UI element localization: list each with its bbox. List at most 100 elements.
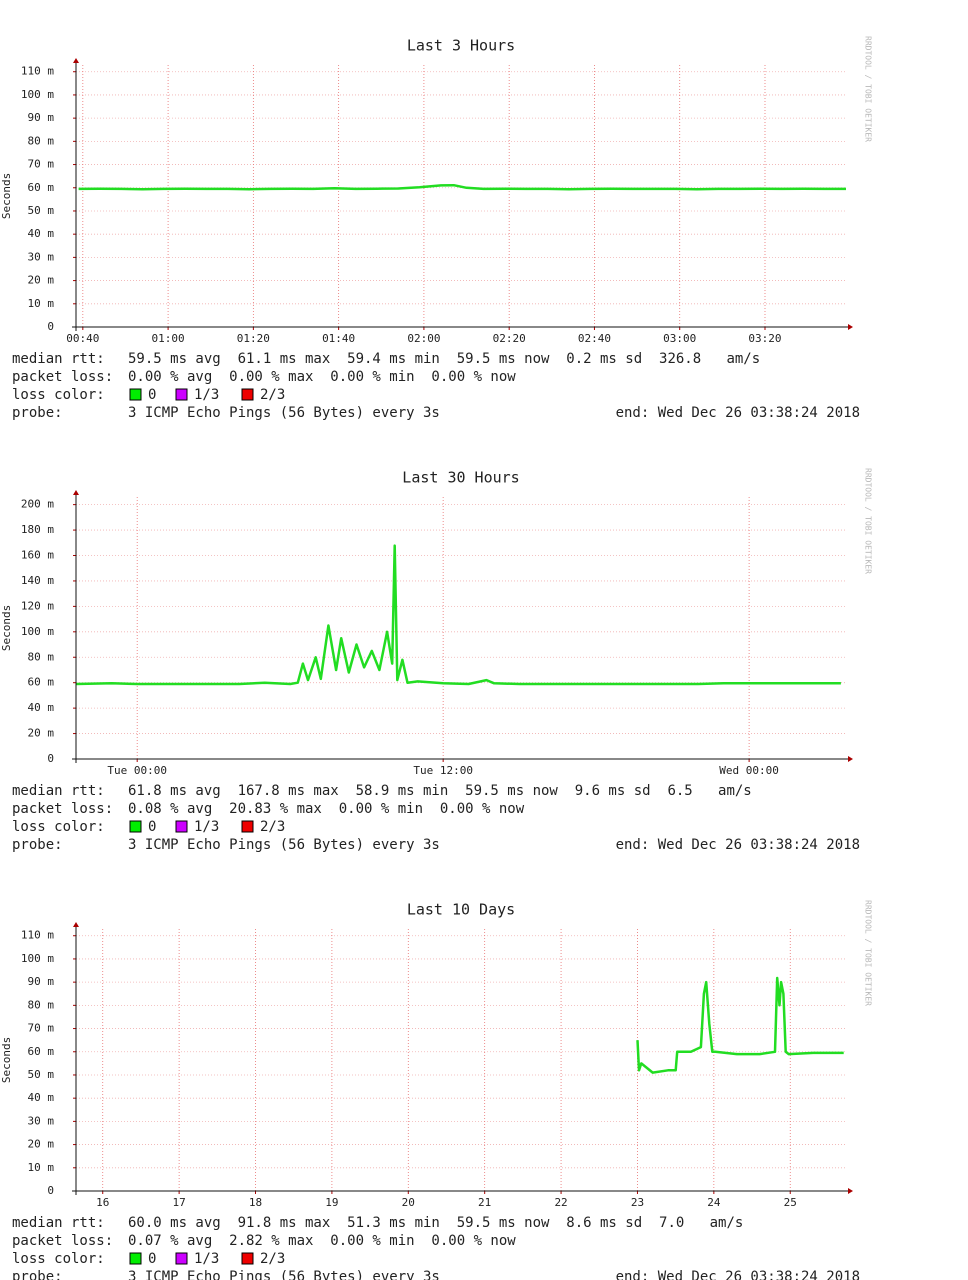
- loss-color-label: 0: [148, 387, 156, 403]
- loss-color-swatch: [129, 388, 142, 401]
- stat-label: loss color:: [12, 387, 105, 403]
- x-tick-label: 01:20: [237, 332, 270, 345]
- probe-text: 3 ICMP Echo Pings (56 Bytes) every 3s: [128, 1269, 440, 1280]
- loss-color-label: 1/3: [194, 1251, 219, 1267]
- x-tick-label: 17: [173, 1196, 186, 1209]
- y-tick-label: 70 m: [28, 158, 55, 171]
- stat-value: 60.0 ms avg 91.8 ms max 51.3 ms min 59.5…: [128, 1215, 743, 1231]
- median-line: [78, 183, 846, 191]
- y-axis-arrow: [73, 490, 79, 495]
- y-axis-label: Seconds: [0, 605, 13, 651]
- stat-label: loss color:: [12, 819, 105, 835]
- y-tick-label: 0: [47, 320, 54, 333]
- x-axis-arrow: [848, 756, 853, 762]
- y-tick-label: 40 m: [28, 701, 55, 714]
- watermark: RRDTOOL / TOBI OETIKER: [864, 468, 873, 574]
- y-tick-label: 180 m: [21, 523, 54, 536]
- y-tick-label: 60 m: [28, 676, 55, 689]
- loss-color-swatch: [129, 820, 142, 833]
- stat-value: 0.00 % avg 0.00 % max 0.00 % min 0.00 % …: [128, 369, 516, 385]
- x-tick-label: 02:40: [578, 332, 611, 345]
- x-tick-label: 20: [402, 1196, 415, 1209]
- y-tick-label: 110 m: [21, 65, 54, 78]
- end-time: end: Wed Dec 26 03:38:24 2018: [616, 837, 860, 853]
- x-axis-arrow: [848, 1188, 853, 1194]
- loss-color-swatch: [241, 1252, 254, 1265]
- y-tick-label: 100 m: [21, 88, 54, 101]
- y-tick-label: 80 m: [28, 650, 55, 663]
- x-tick-label: 03:20: [748, 332, 781, 345]
- loss-color-label: 0: [148, 819, 156, 835]
- x-tick-label: 02:20: [493, 332, 526, 345]
- x-tick-label: 22: [554, 1196, 567, 1209]
- y-tick-label: 30 m: [28, 1114, 55, 1127]
- stat-label: probe:: [12, 405, 63, 421]
- y-tick-label: 50 m: [28, 1068, 55, 1081]
- loss-color-label: 1/3: [194, 819, 219, 835]
- loss-color-swatch: [175, 820, 188, 833]
- stat-label: median rtt:: [12, 351, 105, 367]
- y-tick-label: 80 m: [28, 998, 55, 1011]
- y-tick-label: 70 m: [28, 1022, 55, 1035]
- y-tick-label: 100 m: [21, 625, 54, 638]
- y-axis-arrow: [73, 58, 79, 63]
- loss-color-swatch: [175, 1252, 188, 1265]
- stat-value: 59.5 ms avg 61.1 ms max 59.4 ms min 59.5…: [128, 351, 760, 367]
- stat-label: probe:: [12, 1269, 63, 1280]
- y-tick-label: 10 m: [28, 1161, 55, 1174]
- chart-title: Last 10 Days: [407, 901, 515, 919]
- chart-title: Last 30 Hours: [402, 469, 519, 487]
- loss-color-label: 2/3: [260, 1251, 285, 1267]
- x-tick-label: 18: [249, 1196, 262, 1209]
- y-tick-label: 40 m: [28, 227, 55, 240]
- x-tick-label: Wed 00:00: [719, 764, 779, 777]
- y-tick-label: 20 m: [28, 274, 55, 287]
- y-tick-label: 0: [47, 1184, 54, 1197]
- loss-color-swatch: [241, 388, 254, 401]
- y-tick-label: 60 m: [28, 181, 55, 194]
- y-tick-label: 140 m: [21, 574, 54, 587]
- y-tick-label: 60 m: [28, 1045, 55, 1058]
- loss-color-swatch: [175, 388, 188, 401]
- x-axis-arrow: [848, 324, 853, 330]
- y-tick-label: 110 m: [21, 929, 54, 942]
- stat-label: median rtt:: [12, 783, 105, 799]
- stat-label: probe:: [12, 837, 63, 853]
- y-tick-label: 20 m: [28, 1138, 55, 1151]
- y-axis-label: Seconds: [0, 173, 13, 219]
- stat-label: packet loss:: [12, 1233, 113, 1249]
- chart-title: Last 3 Hours: [407, 37, 515, 55]
- probe-text: 3 ICMP Echo Pings (56 Bytes) every 3s: [128, 405, 440, 421]
- stat-label: loss color:: [12, 1251, 105, 1267]
- loss-color-swatch: [241, 820, 254, 833]
- y-tick-label: 120 m: [21, 599, 54, 612]
- y-tick-label: 90 m: [28, 111, 55, 124]
- loss-color-label: 1/3: [194, 387, 219, 403]
- y-tick-label: 100 m: [21, 952, 54, 965]
- x-tick-label: 03:00: [663, 332, 696, 345]
- stat-value: 61.8 ms avg 167.8 ms max 58.9 ms min 59.…: [128, 783, 752, 799]
- x-tick-label: 01:00: [152, 332, 185, 345]
- loss-color-label: 2/3: [260, 819, 285, 835]
- x-tick-label: 00:40: [66, 332, 99, 345]
- y-axis-arrow: [73, 922, 79, 927]
- y-tick-label: 90 m: [28, 975, 55, 988]
- loss-color-label: 0: [148, 1251, 156, 1267]
- y-tick-label: 200 m: [21, 498, 54, 511]
- watermark: RRDTOOL / TOBI OETIKER: [864, 36, 873, 142]
- end-time: end: Wed Dec 26 03:38:24 2018: [616, 1269, 860, 1280]
- x-tick-label: 23: [631, 1196, 644, 1209]
- x-tick-label: 25: [784, 1196, 797, 1209]
- loss-color-label: 2/3: [260, 387, 285, 403]
- x-tick-label: 21: [478, 1196, 491, 1209]
- loss-color-swatch: [129, 1252, 142, 1265]
- x-tick-label: Tue 12:00: [413, 764, 473, 777]
- x-tick-label: 19: [325, 1196, 338, 1209]
- y-tick-label: 0: [47, 752, 54, 765]
- y-tick-label: 50 m: [28, 204, 55, 217]
- stat-value: 0.08 % avg 20.83 % max 0.00 % min 0.00 %…: [128, 801, 525, 817]
- y-tick-label: 160 m: [21, 549, 54, 562]
- stat-label: packet loss:: [12, 369, 113, 385]
- median-line: [636, 976, 844, 1074]
